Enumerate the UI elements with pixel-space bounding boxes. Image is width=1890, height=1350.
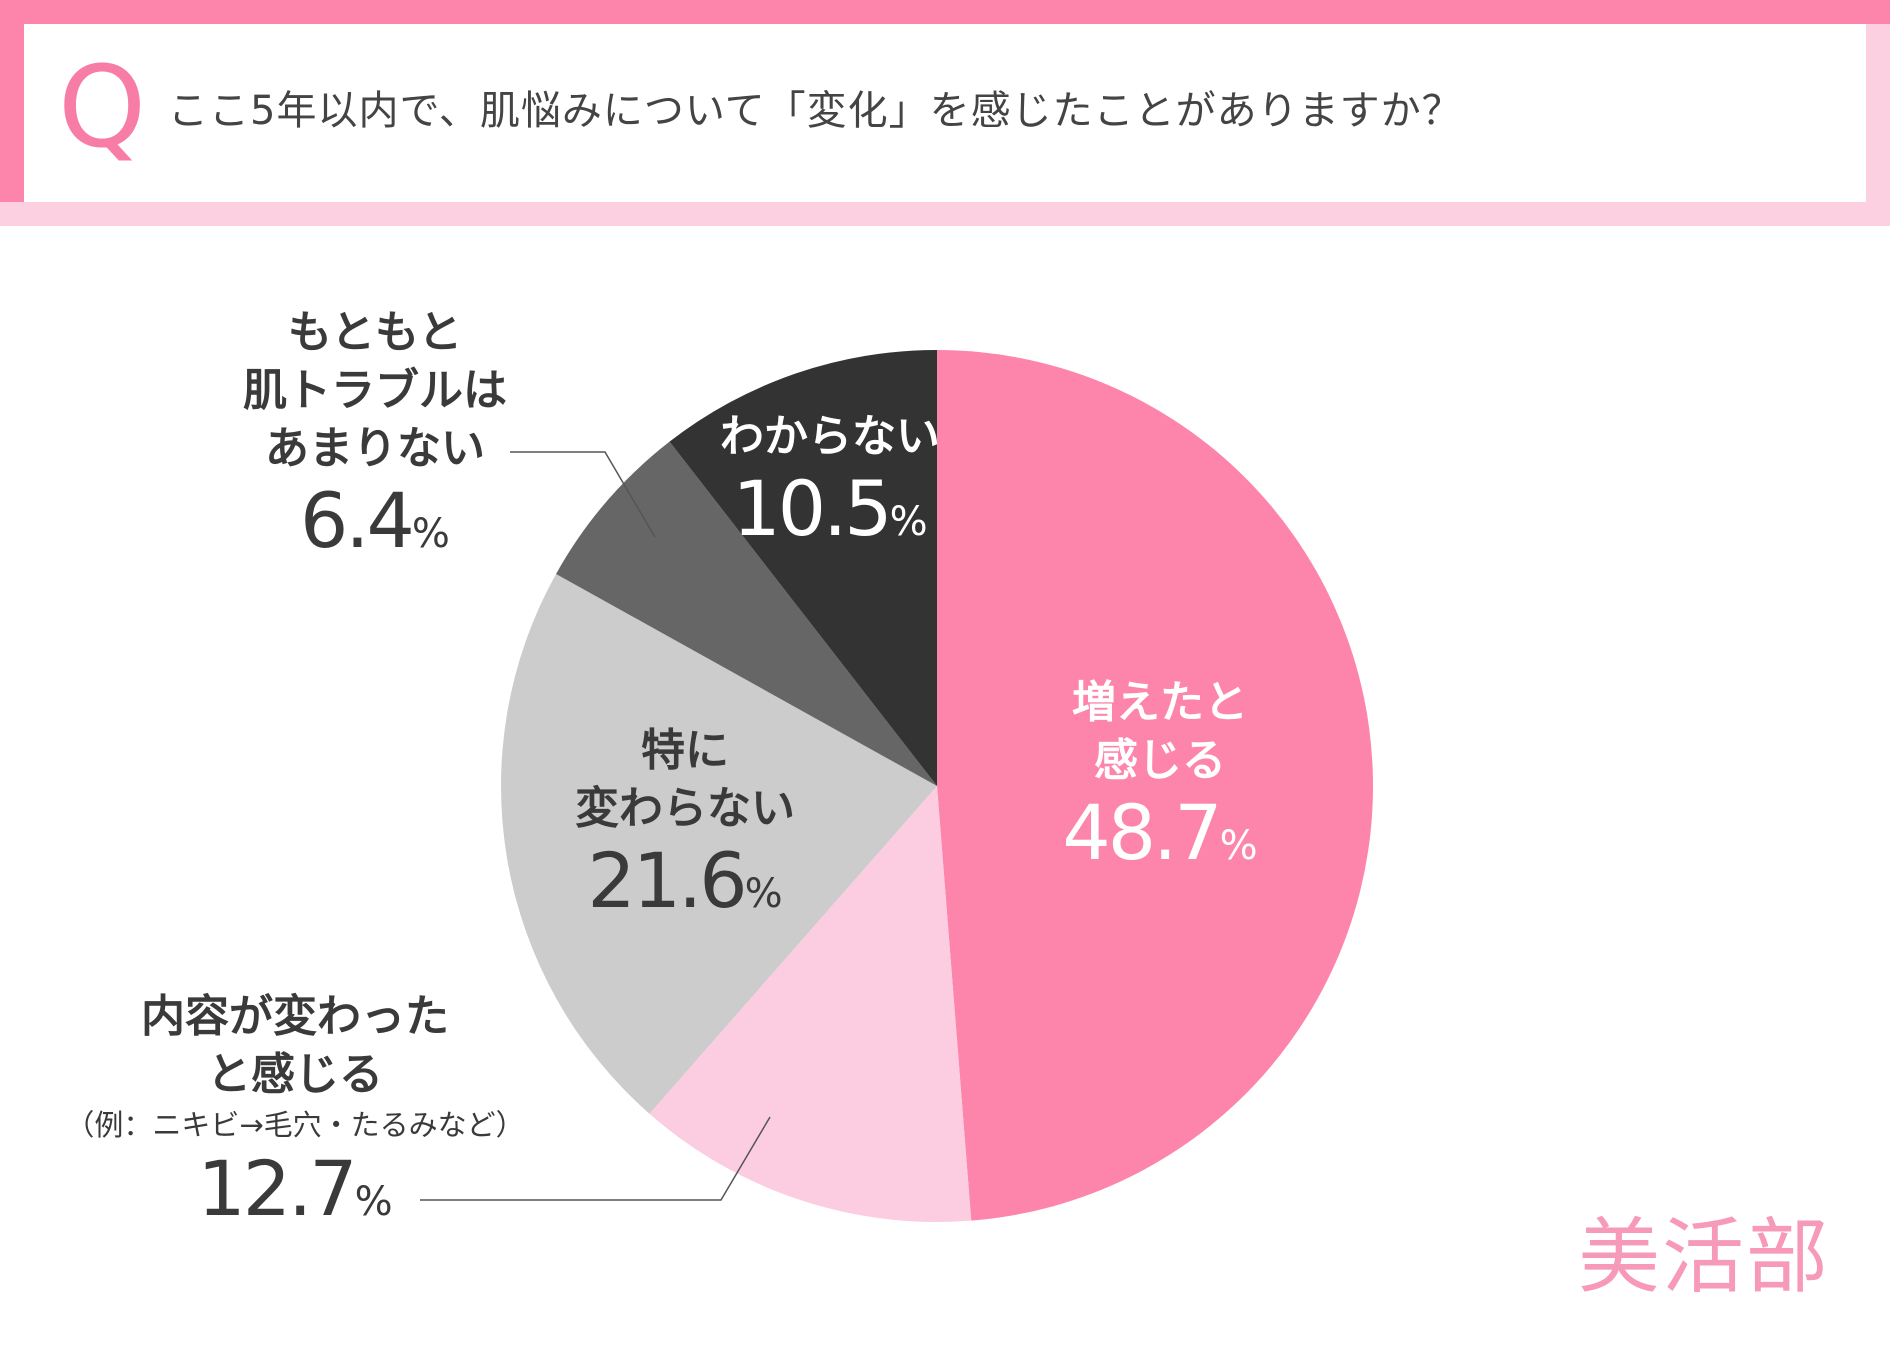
- slice-label-unknown-line1: わからない: [720, 411, 940, 462]
- leader-line-changed: [420, 1116, 771, 1201]
- slice-value-increase: 48.7%: [1040, 790, 1280, 889]
- header-border-right: [1866, 24, 1890, 226]
- slice-value-unknown-unit: %: [889, 499, 928, 545]
- leader-line-no-trouble: [510, 451, 656, 538]
- header-border-bottom: [0, 202, 1890, 226]
- pie-slice-no-change: [501, 573, 937, 1114]
- slice-value-changed-unit: %: [354, 1179, 393, 1225]
- slice-label-increase-line2: 感じる: [1094, 735, 1226, 786]
- slice-label-increase-line1: 増えたと: [1072, 677, 1248, 728]
- slice-label-increase: 増えたと 感じる 48.7%: [1040, 674, 1280, 889]
- pie-slice-no-trouble: [556, 441, 937, 786]
- pie-slice-changed: [649, 786, 972, 1222]
- pie-slices: [501, 350, 1374, 1222]
- slice-value-unknown-number: 10.5: [732, 464, 892, 553]
- slice-value-no-trouble-unit: %: [411, 511, 450, 557]
- slice-label-no-change-line2: 変わらない: [575, 783, 795, 834]
- header-border-left: [0, 0, 24, 226]
- slice-value-changed-number: 12.7: [197, 1144, 357, 1233]
- pie-slice-increase: [937, 350, 1374, 1221]
- slice-label-changed: 内容が変わった と感じる （例：ニキビ→毛穴・たるみなど） 12.7%: [60, 988, 530, 1245]
- slice-label-no-trouble-line1: もともと: [287, 307, 463, 358]
- question-box: [24, 24, 1866, 202]
- slice-value-no-trouble-number: 6.4: [300, 476, 415, 565]
- slice-label-no-change-line1: 特に: [641, 725, 729, 776]
- slice-label-no-trouble-line3: あまりない: [265, 423, 485, 474]
- slice-label-changed-line2: と感じる: [207, 1049, 383, 1100]
- slice-label-changed-line1: 内容が変わった: [141, 991, 449, 1042]
- slice-label-no-trouble-line2: 肌トラブルは: [243, 365, 507, 416]
- slice-value-no-change: 21.6%: [550, 838, 820, 937]
- slice-value-unknown: 10.5%: [700, 466, 960, 565]
- pie-slice-unknown: [669, 350, 937, 786]
- brand-logo: 美活部: [1578, 1210, 1831, 1305]
- slice-value-no-change-number: 21.6: [587, 836, 747, 925]
- slice-value-no-change-unit: %: [744, 871, 783, 917]
- header-border-top: [0, 0, 1890, 24]
- question-text: ここ5年以内で、肌悩みについて「変化」を感じたことがありますか？: [168, 88, 1463, 134]
- slice-label-no-trouble: もともと 肌トラブルは あまりない 6.4%: [220, 304, 530, 577]
- leader-lines: [420, 451, 771, 1201]
- slice-value-increase-unit: %: [1219, 823, 1258, 869]
- slice-value-increase-number: 48.7: [1062, 788, 1222, 877]
- question-mark: Q: [58, 43, 147, 173]
- slice-value-changed: 12.7%: [60, 1146, 530, 1245]
- slice-label-changed-note: （例：ニキビ→毛穴・たるみなど）: [65, 1108, 525, 1142]
- slice-label-no-change: 特に 変わらない 21.6%: [550, 722, 820, 937]
- slice-label-unknown: わからない 10.5%: [700, 408, 960, 565]
- slice-value-no-trouble: 6.4%: [220, 478, 530, 577]
